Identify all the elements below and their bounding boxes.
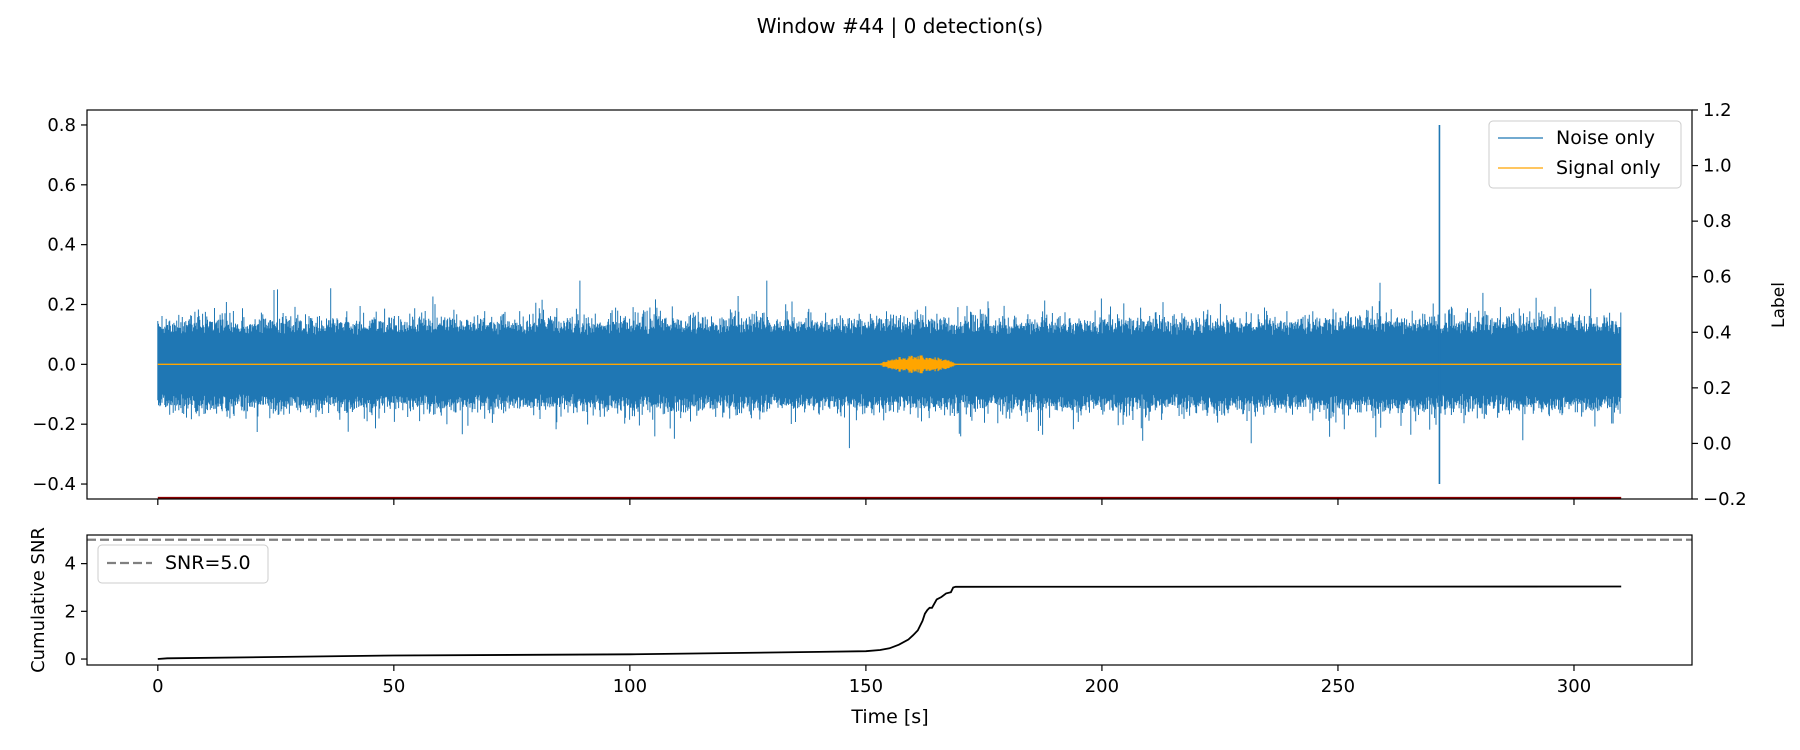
top-y2-tick-label: −0.2 xyxy=(1703,489,1747,510)
top-y-tick-label: 0.2 xyxy=(47,295,76,316)
bottom-x-tick-label: 50 xyxy=(382,676,405,697)
top-panel: −0.4 −0.2 0.0 0.2 0.4 0.6 0.8 −0.2 0.0 0.2 0.4 0.6… xyxy=(32,100,1789,510)
top-right-y-ticks: −0.2 0.0 0.2 0.4 0.6 0.8 1.0 1.2 xyxy=(1692,100,1747,510)
top-plot-frame xyxy=(86,109,1693,500)
bottom-legend: SNR=5.0 xyxy=(97,544,269,584)
top-x-ticks xyxy=(157,499,1575,505)
figure-title: Window #44 | 0 detection(s) xyxy=(757,14,1043,38)
bottom-plot-frame xyxy=(86,534,1693,666)
top-y2-tick-label: 1.2 xyxy=(1703,100,1732,121)
top-y2-tick-label: 0.8 xyxy=(1703,211,1732,232)
legend-noise-label: Noise only xyxy=(1556,127,1655,149)
top-y-tick-label: −0.4 xyxy=(32,474,76,495)
cumulative-snr-curve xyxy=(157,585,1622,660)
top-y2-tick-label: 0.0 xyxy=(1703,433,1732,454)
bottom-x-tick-label: 300 xyxy=(1557,676,1591,697)
top-y-tick-label: 0.8 xyxy=(47,115,76,136)
x-axis-label: Time [s] xyxy=(850,706,928,728)
bottom-legend-box xyxy=(97,544,269,584)
bottom-x-tick-label: 100 xyxy=(613,676,647,697)
bottom-y-axis-label: Cumulative SNR xyxy=(28,527,49,673)
top-y2-tick-label: 1.0 xyxy=(1703,156,1732,177)
bottom-y-tick-label: 2 xyxy=(65,601,76,622)
bottom-y-tick-label: 4 xyxy=(65,554,76,575)
bottom-y-tick-label: 0 xyxy=(65,649,76,670)
top-legend: Noise only Signal only xyxy=(1488,120,1682,189)
top-y-ticks: −0.4 −0.2 0.0 0.2 0.4 0.6 0.8 xyxy=(32,115,87,495)
top-y-tick-label: 0.6 xyxy=(47,175,76,196)
noise-trace xyxy=(157,124,1622,485)
bottom-x-ticks: 0 50 100 150 200 250 300 xyxy=(152,665,1591,697)
top-y-tick-label: 0.4 xyxy=(47,235,76,256)
top-right-y-axis-label: Label xyxy=(1769,282,1789,328)
top-y-tick-label: −0.2 xyxy=(32,414,76,435)
legend-signal-label: Signal only xyxy=(1556,157,1661,179)
bottom-x-tick-label: 150 xyxy=(849,676,883,697)
top-y-tick-label: 0.0 xyxy=(47,354,76,375)
bottom-x-tick-label: 200 xyxy=(1085,676,1119,697)
top-y2-tick-label: 0.2 xyxy=(1703,378,1732,399)
signal-burst xyxy=(880,355,956,374)
legend-threshold-label: SNR=5.0 xyxy=(165,552,251,574)
bottom-panel: 0 2 4 0 50 100 150 200 250 300 Cumulative SNR Ti… xyxy=(28,527,1693,728)
top-y2-tick-label: 0.6 xyxy=(1703,267,1732,288)
bottom-y-ticks: 0 2 4 xyxy=(65,554,87,670)
signal-trace xyxy=(157,355,1622,374)
bottom-x-tick-label: 0 xyxy=(152,676,163,697)
bottom-x-tick-label: 250 xyxy=(1321,676,1355,697)
top-y2-tick-label: 0.4 xyxy=(1703,322,1732,343)
